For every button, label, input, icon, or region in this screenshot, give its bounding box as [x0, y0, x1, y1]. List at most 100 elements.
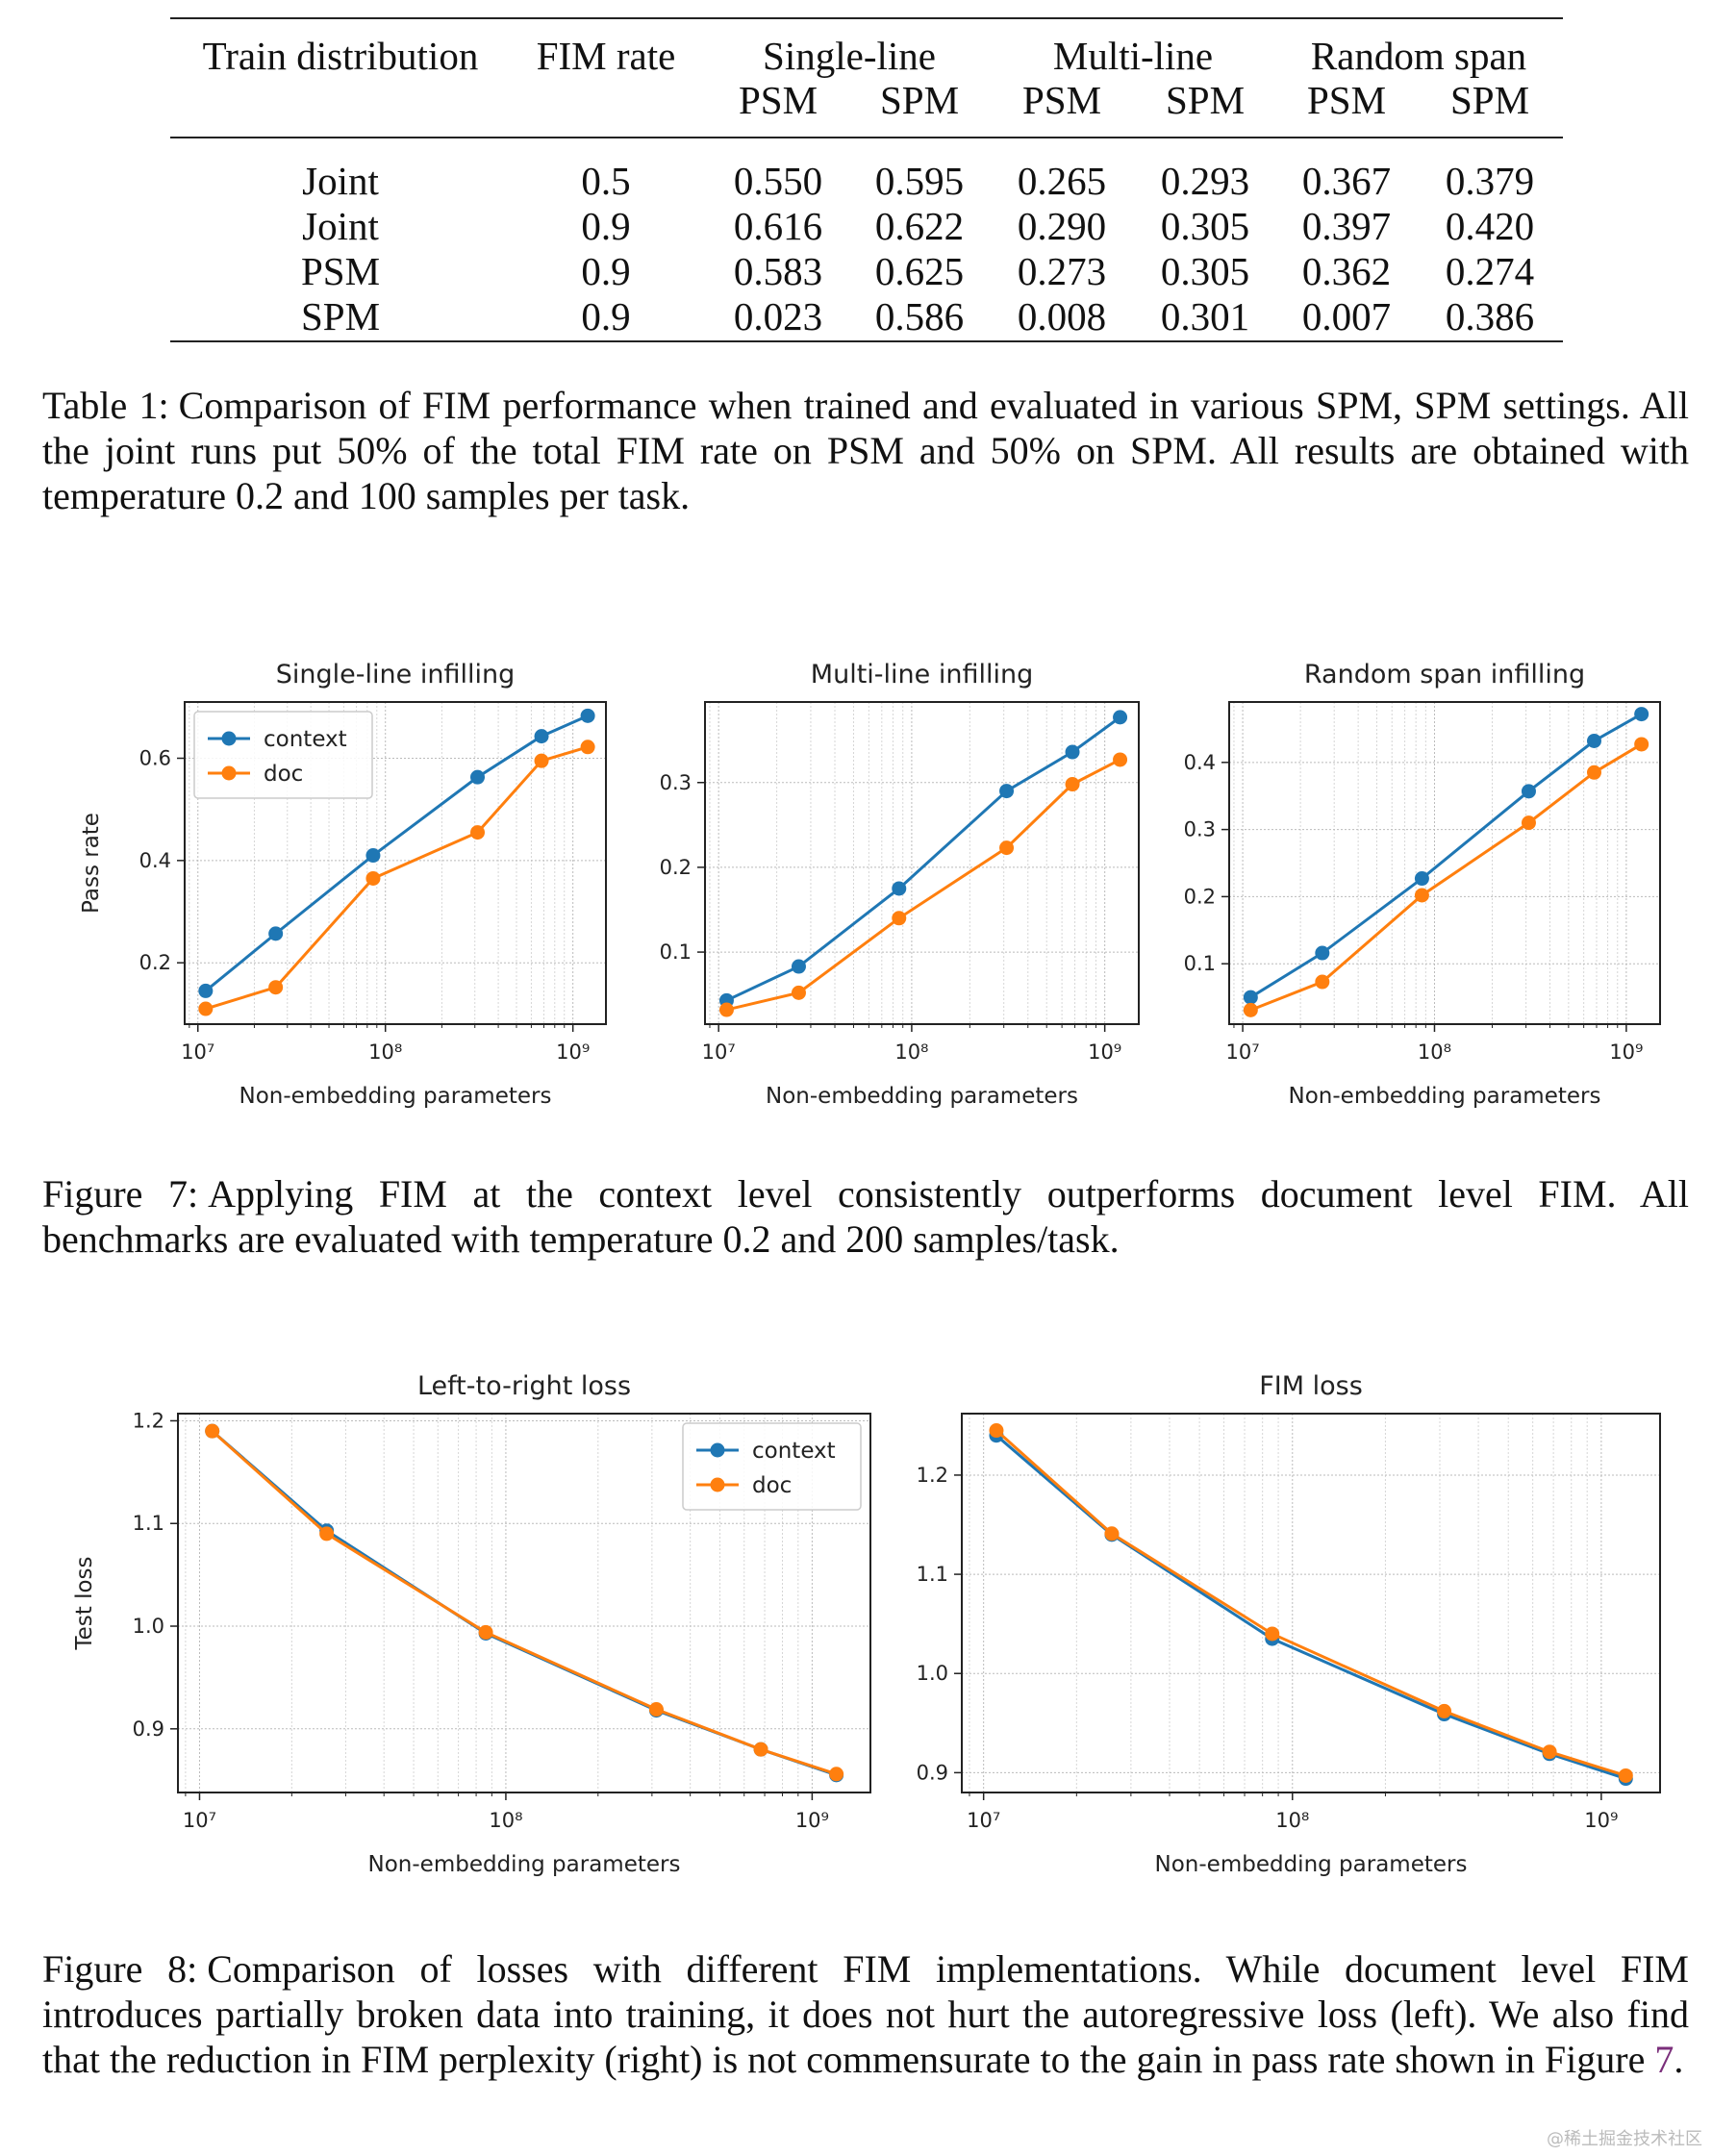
- table-cell: 0.008: [1017, 294, 1107, 338]
- x-tick-label: 10⁸: [1418, 1040, 1451, 1064]
- table-cell: 0.9: [581, 294, 631, 338]
- data-point-context: [1113, 710, 1128, 725]
- data-point-doc: [791, 985, 806, 1000]
- table-cell: 0.293: [1160, 159, 1250, 203]
- series-line-doc: [205, 745, 589, 1011]
- data-point-doc: [1113, 752, 1128, 767]
- table-cell: 0.625: [874, 249, 965, 293]
- data-point-doc: [1243, 1002, 1258, 1017]
- figure-8-caption-text: Comparison of losses with different FIM …: [42, 1947, 1689, 2081]
- col-header-psm: PSM: [738, 78, 818, 122]
- y-tick-label: 0.3: [1184, 818, 1216, 841]
- chart-fim-loss: 10⁷ 10⁸ 10⁹ 0.9 1.0 1.1 1.2 FIM loss Non-embeddi…: [917, 1371, 1661, 1877]
- series-line-context: [1249, 713, 1643, 999]
- table-caption-label: Table 1:: [42, 384, 169, 427]
- series-line-doc: [1249, 742, 1643, 1012]
- table-cell: 0.265: [1017, 159, 1107, 203]
- table-cell: 0.616: [733, 204, 823, 248]
- legend-label-doc: doc: [752, 1473, 792, 1498]
- y-axis-label: Test loss: [72, 1556, 97, 1650]
- y-tick-label: 0.4: [139, 849, 171, 872]
- data-point-doc: [718, 1002, 734, 1017]
- table-cell: SPM: [300, 294, 381, 338]
- data-point-doc: [1521, 815, 1536, 831]
- data-point-context: [892, 881, 907, 896]
- x-tick-label: 10⁷: [1226, 1040, 1260, 1064]
- table-bottom-rule: [170, 340, 1563, 342]
- data-point-doc: [989, 1423, 1004, 1439]
- x-axis-label: Non-embedding parameters: [239, 1084, 552, 1109]
- table-cell: 0.5: [581, 159, 631, 203]
- y-tick-label: 0.3: [660, 771, 692, 794]
- figure-7-caption-label: Figure 7:: [42, 1172, 199, 1216]
- data-point-doc: [829, 1767, 844, 1782]
- legend-marker-context: [710, 1442, 725, 1458]
- x-tick-label: 10⁹: [1609, 1040, 1643, 1064]
- data-point-doc: [1542, 1744, 1557, 1760]
- data-point-context: [198, 983, 214, 998]
- data-point-context: [1065, 744, 1080, 760]
- y-tick-label: 0.9: [917, 1761, 948, 1784]
- data-point-context: [999, 784, 1015, 799]
- figure-7-reference-link[interactable]: 7: [1654, 2038, 1674, 2081]
- table-cell: 0.301: [1160, 294, 1250, 338]
- chart-multi-line: 10⁷ 10⁸ 10⁹ 0.1 0.2 0.3 Multi-line infilling No…: [660, 660, 1140, 1109]
- table-cell: 0.386: [1445, 294, 1535, 338]
- data-point-context: [365, 848, 381, 864]
- data-point-doc: [365, 870, 381, 886]
- table-caption-text: Comparison of FIM performance when train…: [42, 384, 1689, 517]
- y-tick-label: 0.2: [660, 856, 692, 879]
- series-line-doc: [726, 758, 1121, 1012]
- series-line-context: [725, 715, 1121, 1002]
- table-cell: 0.023: [733, 294, 823, 338]
- data-point-doc: [1104, 1526, 1120, 1542]
- data-point-doc: [319, 1526, 335, 1542]
- table-cell: 0.379: [1445, 159, 1535, 203]
- y-axis-label: Pass rate: [79, 813, 104, 914]
- chart-random-span: 10⁷ 10⁸ 10⁹ 0.1 0.2 0.3 0.4 Random span infilli…: [1184, 660, 1661, 1109]
- plot-frame: [177, 1413, 871, 1793]
- y-tick-label: 1.2: [133, 1409, 164, 1432]
- data-point-context: [534, 729, 549, 744]
- table-cell: 0.586: [874, 294, 965, 338]
- data-point-doc: [1634, 737, 1649, 752]
- data-point-doc: [580, 740, 595, 755]
- x-tick-label: 10⁹: [1088, 1040, 1121, 1064]
- data-point-doc: [999, 840, 1015, 856]
- figure-7-charts: 10⁷ 10⁸ 10⁹ 0.2 0.4 0.6 Single-line infilling N…: [79, 660, 1661, 1109]
- x-tick-label: 10⁷: [183, 1809, 216, 1832]
- col-header-psm: PSM: [1021, 78, 1102, 122]
- col-group-random-span: Random span: [1310, 34, 1527, 78]
- table-mid-rule: [170, 137, 1563, 138]
- x-tick-label: 10⁸: [368, 1040, 402, 1064]
- y-tick-label: 0.9: [133, 1717, 164, 1741]
- chart-title: Single-line infilling: [276, 660, 515, 689]
- data-point-context: [1521, 784, 1536, 799]
- y-tick-label: 0.2: [139, 951, 171, 974]
- table-cell: 0.305: [1160, 249, 1250, 293]
- data-point-doc: [1315, 974, 1330, 990]
- table-cell: PSM: [300, 249, 381, 293]
- data-point-doc: [1586, 765, 1601, 780]
- plot-frame: [704, 701, 1140, 1025]
- plot-frame: [184, 701, 607, 1025]
- col-header-spm: SPM: [1449, 78, 1530, 122]
- chart-title: FIM loss: [1259, 1371, 1363, 1401]
- table-cell: 0.9: [581, 249, 631, 293]
- chart-title: Random span infilling: [1304, 660, 1585, 689]
- table-cell: 0.305: [1160, 204, 1250, 248]
- data-point-doc: [1414, 888, 1429, 903]
- data-point-doc: [1618, 1767, 1633, 1783]
- table-cell: 0.595: [874, 159, 965, 203]
- table-cell: 0.420: [1445, 204, 1535, 248]
- watermark: @稀土掘金技术社区: [1547, 2129, 1702, 2149]
- legend-label-context: context: [752, 1439, 836, 1464]
- chart-ltr-loss: 10⁷ 10⁸ 10⁹ 0.9 1.0 1.1 1.2 Left-to-right loss N…: [72, 1371, 871, 1877]
- col-group-multi-line: Multi-line: [1052, 34, 1214, 78]
- table-cell: 0.9: [581, 204, 631, 248]
- data-point-doc: [1065, 777, 1080, 792]
- legend-label-doc: doc: [264, 762, 303, 787]
- x-tick-label: 10⁸: [1275, 1809, 1309, 1832]
- chart-single-line: 10⁷ 10⁸ 10⁹ 0.2 0.4 0.6 Single-line infilling N…: [79, 660, 607, 1109]
- y-tick-label: 0.4: [1184, 751, 1216, 774]
